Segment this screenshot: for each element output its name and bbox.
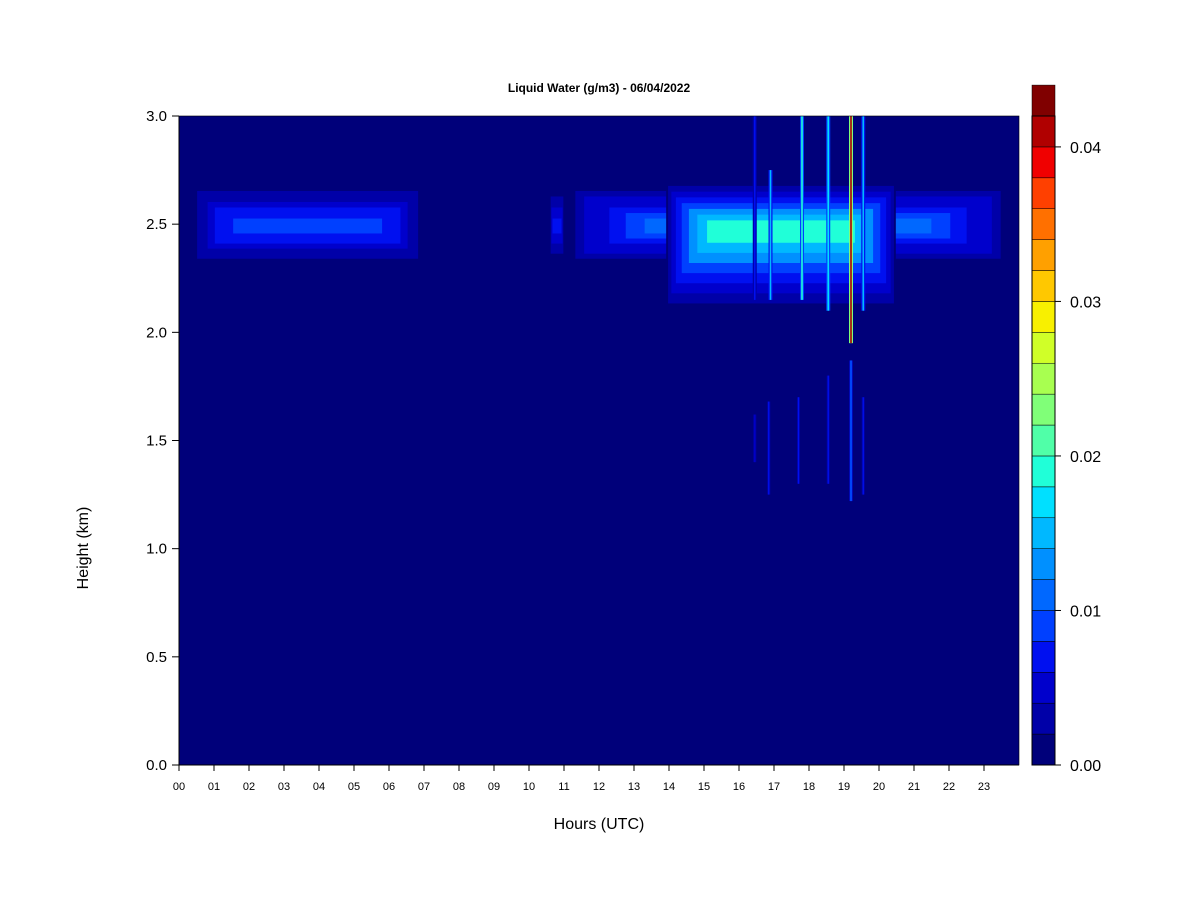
- spike: [768, 170, 773, 300]
- x-axis: 00 01 02 03 04 05 06 07 08 09 10 11 12 13 14 15 16 17 18 19…: [173, 764, 1019, 793]
- lower-streak: [797, 397, 800, 484]
- x-tick-label: 11: [558, 781, 569, 793]
- y-tick-label: 1.0: [146, 541, 167, 558]
- x-tick-label: 12: [593, 781, 605, 793]
- colorbar-swatch: [1031, 393, 1056, 426]
- cloud-band: [233, 218, 383, 234]
- x-tick-label: 01: [208, 781, 220, 793]
- x-tick-label: 05: [348, 781, 360, 793]
- y-tick-label: 0.0: [146, 757, 167, 774]
- spike: [752, 116, 757, 300]
- colorbar-swatch: [1031, 517, 1056, 549]
- colorbar-swatch: [1031, 177, 1056, 209]
- lower-streak: [849, 360, 853, 502]
- y-axis-label: Height (km): [75, 507, 92, 590]
- colorbar-swatch: [1031, 733, 1056, 766]
- spike-core: [801, 116, 803, 300]
- spike-core: [827, 116, 830, 311]
- colorbar-swatch: [1031, 239, 1056, 271]
- colorbar-swatch: [1031, 641, 1056, 673]
- lower-streak: [861, 397, 865, 495]
- cloud-layer: [666, 180, 896, 314]
- x-tick-label: 18: [803, 781, 815, 793]
- spike-core: [862, 116, 865, 311]
- x-tick-label: 22: [943, 781, 955, 793]
- spike: [800, 116, 804, 300]
- colorbar-tick-label: 0.03: [1070, 294, 1101, 311]
- spike: [826, 116, 831, 311]
- spike: [849, 116, 853, 344]
- spike-core: [850, 116, 852, 344]
- spike-core: [753, 116, 756, 300]
- x-tick-label: 19: [838, 781, 850, 793]
- x-tick-label: 21: [908, 781, 920, 793]
- colorbar-tick-label: 0.01: [1070, 603, 1101, 620]
- colorbar-swatch: [1031, 455, 1056, 488]
- lower-streak: [826, 375, 830, 484]
- x-tick-label: 03: [278, 781, 290, 793]
- x-tick-label: 15: [698, 781, 710, 793]
- x-tick-label: 16: [733, 781, 745, 793]
- x-tick-label: 06: [383, 781, 395, 793]
- x-tick-label: 10: [523, 781, 535, 793]
- x-tick-label: 14: [663, 781, 675, 793]
- cloud-layer: [550, 179, 564, 269]
- colorbar-frame: [1031, 115, 1056, 766]
- colorbar-tick-label: 0.04: [1070, 140, 1101, 157]
- y-tick-label: 2.5: [146, 216, 167, 233]
- y-tick-label: 2.0: [146, 324, 167, 341]
- colorbar-swatch: [1031, 610, 1056, 642]
- x-tick-label: 13: [628, 781, 640, 793]
- lower-streak-core: [797, 397, 800, 484]
- x-tick-label: 02: [243, 781, 255, 793]
- colorbar-swatch: [1031, 115, 1056, 148]
- lower-streak-core: [768, 401, 770, 495]
- chart-title: Liquid Water (g/m3) - 06/04/2022: [508, 81, 691, 95]
- lower-streak-core: [850, 360, 852, 502]
- x-tick-label: 04: [313, 781, 325, 793]
- colorbar-swatch: [1031, 548, 1056, 580]
- spike-core: [769, 170, 772, 300]
- colorbar-tick-label: 0.02: [1070, 449, 1101, 466]
- colorbar-swatch: [1031, 579, 1056, 611]
- lower-streak: [753, 414, 757, 463]
- x-tick-label: 23: [978, 781, 990, 793]
- lower-streak-core: [754, 414, 756, 463]
- colorbar-swatch: [1031, 146, 1056, 179]
- x-tick-label: 17: [768, 781, 780, 793]
- colorbar: 0.00 0.01 0.02 0.03 0.04: [1031, 84, 1101, 775]
- colorbar-swatch: [1031, 702, 1056, 735]
- lower-streak-core: [827, 375, 829, 484]
- lower-streak-core: [862, 397, 864, 495]
- y-tick-label: 1.5: [146, 433, 167, 450]
- colorbar-swatch: [1031, 208, 1056, 240]
- y-tick-label: 3.0: [146, 108, 167, 125]
- x-tick-label: 00: [173, 781, 185, 793]
- colorbar-swatch: [1031, 362, 1056, 395]
- colorbar-swatch: [1031, 424, 1056, 457]
- spike: [861, 116, 866, 311]
- x-tick-label: 20: [873, 781, 885, 793]
- cloud-band: [707, 220, 855, 243]
- y-tick-label: 0.5: [146, 649, 167, 666]
- heatmap-plot-area: [178, 115, 1020, 766]
- colorbar-swatch: [1031, 270, 1056, 302]
- cloud-band: [552, 218, 562, 234]
- colorbar-swatch: [1031, 301, 1056, 333]
- colorbar-swatch: [1031, 486, 1056, 519]
- y-axis: 0.0 0.5 1.0 1.5 2.0 2.5 3.0: [146, 108, 180, 774]
- x-tick-label: 08: [453, 781, 465, 793]
- colorbar-tick-label: 0.00: [1070, 758, 1101, 775]
- x-tick-label: 09: [488, 781, 500, 793]
- colorbar-swatch: [1031, 84, 1056, 117]
- lower-streak: [767, 401, 771, 495]
- colorbar-swatch: [1031, 672, 1056, 704]
- cloud-layer: [191, 179, 424, 269]
- x-axis-label: Hours (UTC): [554, 816, 645, 833]
- colorbar-swatch: [1031, 332, 1056, 364]
- x-tick-label: 07: [418, 781, 430, 793]
